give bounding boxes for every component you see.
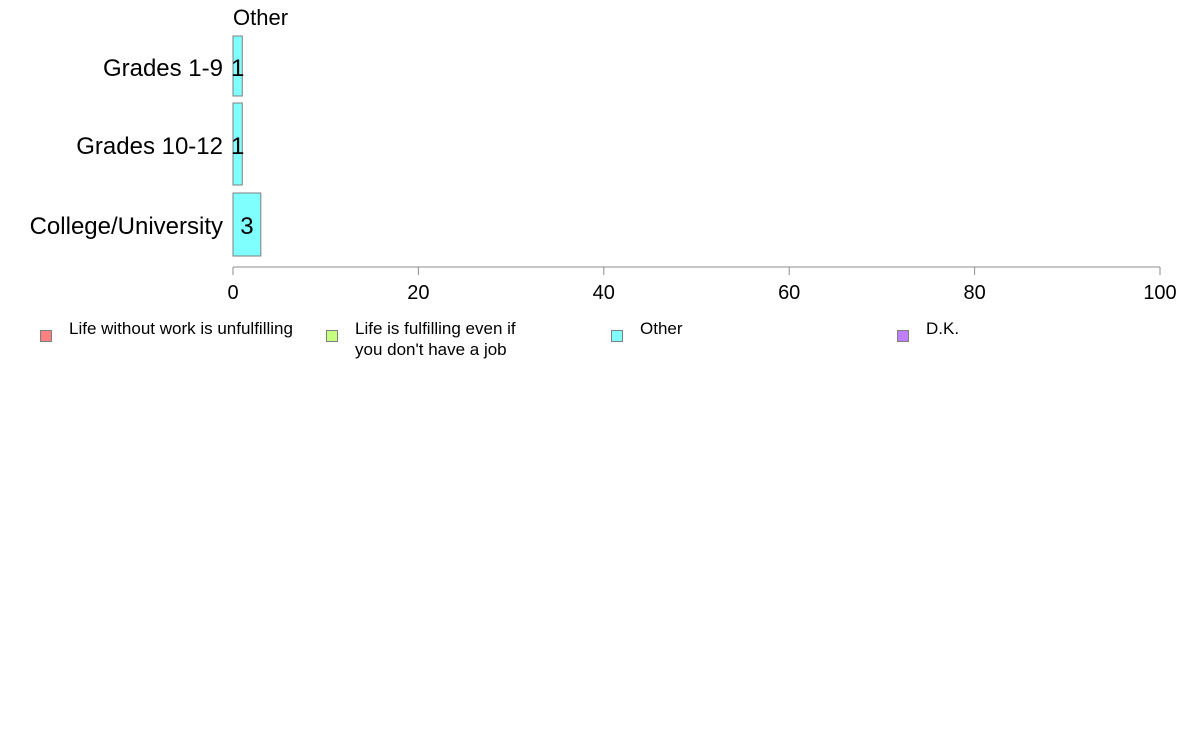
category-label: Grades 10-12 — [76, 133, 223, 160]
bar-data-labels: 1 1 3 — [231, 55, 254, 240]
x-tick-label: 20 — [407, 282, 429, 304]
legend-swatch — [611, 330, 623, 342]
legend-swatch — [326, 330, 338, 342]
category-label: Grades 1-9 — [103, 55, 223, 82]
bar — [232, 35, 243, 97]
legend-label: Life without work is unfulfilling — [69, 319, 293, 338]
x-axis: 0 20 40 60 80 100 — [227, 266, 1177, 304]
x-tick-label: 100 — [1143, 282, 1176, 304]
legend-label: Other — [640, 319, 683, 338]
legend-swatch — [40, 330, 52, 342]
legend-item: D.K. — [897, 318, 959, 342]
bar-data-label: 1 — [231, 133, 244, 160]
legend-swatch — [897, 330, 909, 342]
x-tick-label: 40 — [593, 282, 615, 304]
bar-data-label: 1 — [231, 55, 244, 82]
legend-label: D.K. — [926, 319, 960, 338]
legend-label: Life is fulfilling even if you don't hav… — [355, 319, 516, 359]
x-tick-label: 80 — [963, 282, 985, 304]
legend-item: Life is fulfilling even if you don't hav… — [326, 318, 545, 360]
category-label: College/University — [30, 213, 223, 240]
bar-data-label: 3 — [240, 213, 253, 240]
x-tick-label: 60 — [778, 282, 800, 304]
bars — [232, 35, 262, 257]
legend-item: Other — [611, 318, 683, 342]
bar — [232, 102, 243, 186]
bar — [232, 192, 262, 257]
x-tick-label: 0 — [227, 282, 238, 304]
chart-title: Other — [233, 5, 288, 30]
legend: Life without work is unfulfilling Life is… — [0, 318, 1188, 368]
legend-item: Life without work is unfulfilling — [40, 318, 293, 342]
category-labels: Grades 1-9 Grades 10-12 College/University — [30, 55, 223, 240]
